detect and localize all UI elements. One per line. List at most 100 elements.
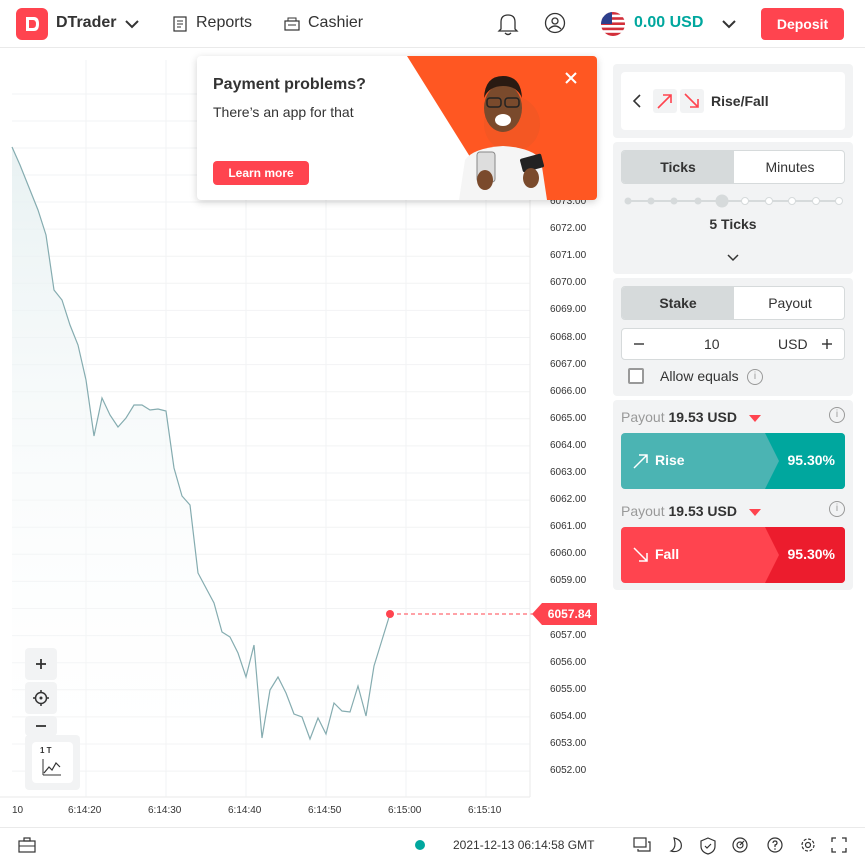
price-tick-label: 6060.00 xyxy=(550,548,587,560)
price-tick-label: 6052.00 xyxy=(550,765,587,777)
close-icon[interactable] xyxy=(563,70,579,86)
server-time: 2021-12-13 06:14:58 GMT xyxy=(453,838,595,852)
account-icon[interactable] xyxy=(544,12,566,34)
price-tick-label: 6061.00 xyxy=(550,521,587,533)
rise-trade-icon xyxy=(653,89,677,113)
chevron-down-icon[interactable] xyxy=(721,16,737,32)
arrow-down-right-icon xyxy=(633,547,648,562)
allow-equals-label: Allow equals xyxy=(660,368,739,384)
tab-stake[interactable]: Stake xyxy=(622,287,734,319)
tab-payout[interactable]: Payout xyxy=(768,295,812,311)
zoom-in-button[interactable] xyxy=(25,648,57,680)
price-tick-label: 6057.00 xyxy=(550,629,587,641)
price-tick-label: 6053.00 xyxy=(550,738,587,749)
nav-cashier-label: Cashier xyxy=(308,14,364,31)
chevron-down-icon[interactable] xyxy=(726,252,740,264)
us-flag-icon xyxy=(601,12,625,36)
learn-more-button[interactable]: Learn more xyxy=(213,161,309,185)
rise-payout-row: Payout 19.53 USD xyxy=(621,409,761,425)
chart-area-fill xyxy=(12,147,390,797)
nav-reports-label: Reports xyxy=(196,14,253,31)
reports-icon xyxy=(173,16,187,32)
deriv-logo-icon[interactable] xyxy=(16,8,48,40)
stake-panel: Stake Payout 10 USD Allow equals i xyxy=(613,278,853,396)
price-tick-label: 6070.00 xyxy=(550,277,587,289)
info-icon[interactable]: i xyxy=(829,501,845,517)
price-tick-label: 6054.00 xyxy=(550,710,587,722)
deposit-button[interactable]: Deposit xyxy=(761,8,844,40)
chevron-down-icon[interactable] xyxy=(124,16,140,32)
plus-icon xyxy=(36,659,46,669)
time-tick-label: 6:15:00 xyxy=(388,805,422,816)
time-tick-label: 6:14:50 xyxy=(308,805,342,816)
promo-title: Payment problems? xyxy=(213,76,366,93)
allow-equals-checkbox[interactable] xyxy=(628,368,644,384)
payout-label: Payout xyxy=(621,503,665,519)
timeframe-label: 1 T xyxy=(40,746,52,755)
person-face xyxy=(484,84,522,132)
duration-panel: Ticks Minutes 5 Ticks xyxy=(613,142,853,274)
rise-percent: 95.30% xyxy=(787,452,835,468)
gauge-icon[interactable] xyxy=(732,837,748,853)
trade-type-label: Rise/Fall xyxy=(711,93,769,109)
caret-down-icon xyxy=(748,414,761,422)
price-tick-label: 6068.00 xyxy=(550,331,587,343)
trade-type-panel: Rise/Fall xyxy=(613,64,853,138)
fall-button[interactable]: Fall 95.30% xyxy=(621,527,845,583)
purchase-panel: Payout 19.53 USD i Rise 95.30% Payout 19… xyxy=(613,400,853,590)
chart-type-inner: 1 T xyxy=(32,742,73,783)
time-tick-label: 10 xyxy=(12,805,24,816)
minus-icon[interactable] xyxy=(632,337,646,351)
settings-gear-icon[interactable] xyxy=(800,837,816,853)
minus-icon xyxy=(36,725,46,727)
tab-minutes[interactable]: Minutes xyxy=(765,159,815,175)
platform-switcher-label[interactable]: DTrader xyxy=(56,14,117,31)
account-balance[interactable]: 0.00 USD xyxy=(634,14,704,31)
chevron-left-icon[interactable] xyxy=(631,93,643,109)
promo-background xyxy=(407,56,597,200)
ticks-slider[interactable] xyxy=(621,192,845,212)
time-tick-label: 6:15:10 xyxy=(468,805,502,816)
fall-trade-icon xyxy=(680,89,704,113)
fall-payout-row: Payout 19.53 USD xyxy=(621,503,761,519)
info-icon[interactable]: i xyxy=(747,369,763,385)
price-tick-label: 6066.00 xyxy=(550,385,587,397)
bell-icon[interactable] xyxy=(497,12,519,36)
crosshair-icon xyxy=(33,690,49,706)
tab-ticks[interactable]: Ticks xyxy=(622,151,734,183)
price-tick-label: 6062.00 xyxy=(550,494,587,506)
stake-value[interactable]: 10 xyxy=(704,336,720,352)
price-tick-label: 6056.00 xyxy=(550,656,587,668)
fullscreen-icon[interactable] xyxy=(831,837,847,853)
current-price-tag: 6057.84 xyxy=(532,603,597,625)
info-icon[interactable]: i xyxy=(829,407,845,423)
fall-percent: 95.30% xyxy=(787,546,835,562)
theme-icon[interactable] xyxy=(668,837,684,853)
trade-type-selector[interactable]: Rise/Fall xyxy=(621,72,845,130)
time-tick-label: 6:14:30 xyxy=(148,805,182,816)
rise-button[interactable]: Rise 95.30% xyxy=(621,433,845,489)
chat-icon[interactable] xyxy=(633,837,651,853)
price-tick-label: 6072.00 xyxy=(550,223,587,235)
plus-icon[interactable] xyxy=(820,337,834,351)
connection-status-dot xyxy=(415,840,425,850)
fall-label: Fall xyxy=(655,546,680,562)
shield-icon[interactable] xyxy=(700,837,716,855)
rise-payout-value: 19.53 USD xyxy=(668,409,737,425)
help-icon[interactable] xyxy=(767,837,783,853)
price-tick-label: 6067.00 xyxy=(550,358,587,370)
zoom-out-button[interactable] xyxy=(25,716,57,736)
promo-subtitle: There’s an app for that xyxy=(213,104,354,120)
stake-input[interactable]: 10 USD xyxy=(621,328,845,360)
price-line xyxy=(11,146,391,741)
rise-percent-bg xyxy=(765,433,845,489)
price-tick-label: 6063.00 xyxy=(550,467,587,478)
price-tick-label: 6073.00 xyxy=(550,196,587,207)
fall-payout-value: 19.53 USD xyxy=(668,503,737,519)
price-tick-label: 6065.00 xyxy=(550,412,587,424)
rise-label: Rise xyxy=(655,452,685,468)
slider-thumb[interactable] xyxy=(715,194,729,208)
crosshair-button[interactable] xyxy=(25,682,57,714)
positions-icon[interactable] xyxy=(18,837,36,853)
chart-type-button[interactable]: 1 T xyxy=(25,735,80,790)
